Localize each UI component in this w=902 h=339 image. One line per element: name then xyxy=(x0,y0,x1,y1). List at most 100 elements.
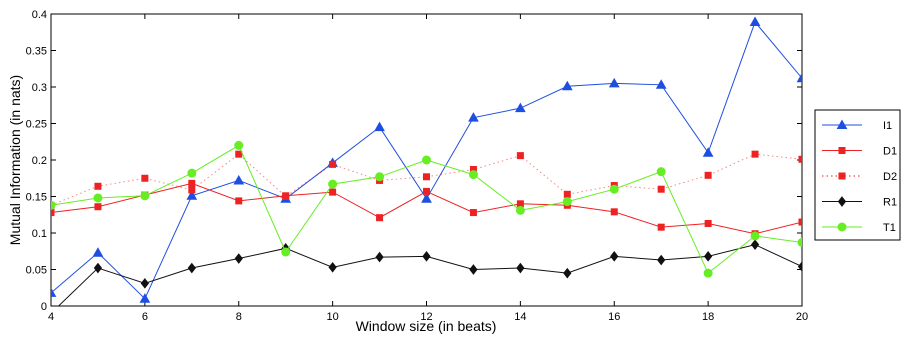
y-tick-label: 0.4 xyxy=(32,9,47,21)
data-point-r1 xyxy=(375,251,384,263)
data-point-d1 xyxy=(704,220,712,228)
data-point-r1 xyxy=(469,264,478,275)
x-tick-label: 18 xyxy=(702,311,714,323)
data-point-t1 xyxy=(281,247,291,257)
legend-label: R1 xyxy=(883,197,897,209)
data-point-r1 xyxy=(703,251,713,262)
data-point-d1 xyxy=(469,209,477,217)
data-point-d2 xyxy=(657,185,665,193)
data-point-d2 xyxy=(141,174,149,182)
data-point-t1 xyxy=(187,168,197,178)
data-point-d2 xyxy=(235,150,243,158)
legend-box xyxy=(814,109,901,241)
x-tick-label: 4 xyxy=(48,311,54,323)
x-axis-label: Window size (in beats) xyxy=(356,318,497,334)
data-point-i1 xyxy=(233,174,245,185)
data-point-d1 xyxy=(94,203,102,211)
legend-label: D1 xyxy=(883,146,897,158)
data-point-t1 xyxy=(234,140,244,150)
series-group xyxy=(51,16,802,306)
x-tick-label: 8 xyxy=(236,311,242,323)
legend-label: T1 xyxy=(883,222,896,234)
data-point-d2 xyxy=(704,171,712,179)
data-point-r1 xyxy=(610,251,619,262)
data-point-r1 xyxy=(563,267,572,279)
data-point-i1 xyxy=(92,247,104,257)
data-point-d1 xyxy=(610,208,618,216)
x-tick-label: 16 xyxy=(608,311,620,323)
x-tick-label: 6 xyxy=(142,311,148,323)
data-point-t1 xyxy=(656,167,666,177)
y-tick-label: 0.3 xyxy=(32,82,47,94)
series-t1 xyxy=(51,140,802,278)
data-point-d1 xyxy=(657,223,665,231)
data-point-i1 xyxy=(796,72,802,83)
data-point-d2 xyxy=(282,193,290,200)
data-point-i1 xyxy=(374,121,385,132)
data-point-d2 xyxy=(188,186,196,194)
data-point-t1 xyxy=(468,170,478,180)
data-point-d1 xyxy=(376,214,384,222)
legend: I1 D1 D2 R1 T1 xyxy=(814,109,901,241)
legend-label: I1 xyxy=(883,120,892,132)
data-point-d1 xyxy=(423,187,430,195)
legend-marker xyxy=(837,222,847,232)
data-point-t1 xyxy=(562,197,572,207)
y-tick-label: 0.35 xyxy=(26,46,47,58)
data-point-t1 xyxy=(140,191,150,201)
data-point-t1 xyxy=(422,155,431,165)
data-point-d2 xyxy=(329,160,337,168)
y-axis-label: Mutual Information (in nats) xyxy=(7,75,23,245)
data-point-i1 xyxy=(608,77,620,88)
y-tick-label: 0.15 xyxy=(26,192,47,204)
legend-marker xyxy=(836,119,848,129)
data-point-i1 xyxy=(702,147,714,157)
series-r1 xyxy=(57,239,802,306)
legend-marker xyxy=(838,172,846,180)
data-point-i1 xyxy=(515,102,526,113)
data-point-i1 xyxy=(468,112,479,122)
data-point-d2 xyxy=(423,173,430,181)
legend-marker xyxy=(837,196,847,207)
data-point-d1 xyxy=(798,218,802,226)
y-tick-label: 0.05 xyxy=(26,265,47,277)
data-point-i1 xyxy=(421,193,432,203)
y-tick-label: 0.1 xyxy=(32,228,47,240)
data-point-t1 xyxy=(609,184,619,194)
data-point-i1 xyxy=(749,16,761,27)
x-tick-label: 12 xyxy=(420,311,432,323)
legend-label: D2 xyxy=(883,171,897,183)
data-point-d1 xyxy=(51,209,55,217)
data-point-r1 xyxy=(750,239,760,250)
data-point-r1 xyxy=(422,251,431,262)
data-point-d2 xyxy=(516,152,524,160)
data-point-d2 xyxy=(94,182,102,190)
data-point-d1 xyxy=(235,197,243,205)
data-point-t1 xyxy=(375,172,385,182)
series-i1 xyxy=(51,16,802,303)
data-point-d2 xyxy=(751,150,759,158)
data-point-t1 xyxy=(93,193,103,203)
tick-group: 4 6 8 10 12 14 16 18 20 0 0.05 0.1 0.15 0.2 0.25 0.3 0.3… xyxy=(26,9,809,323)
data-point-d1 xyxy=(188,179,196,187)
data-point-t1 xyxy=(750,231,760,241)
data-point-i1 xyxy=(139,293,151,303)
x-tick-label: 14 xyxy=(514,311,526,323)
data-point-r1 xyxy=(234,253,243,264)
data-point-r1 xyxy=(93,262,103,274)
x-tick-label: 10 xyxy=(327,311,339,323)
data-point-i1 xyxy=(561,80,573,91)
data-point-i1 xyxy=(186,190,198,200)
data-point-r1 xyxy=(140,278,150,289)
legend-marker xyxy=(838,147,846,154)
data-point-t1 xyxy=(515,205,525,215)
y-tick-label: 0.25 xyxy=(26,119,47,131)
y-tick-label: 0 xyxy=(41,301,47,313)
y-tick-label: 0.2 xyxy=(32,155,47,167)
data-point-t1 xyxy=(51,200,56,210)
data-point-r1 xyxy=(797,261,802,272)
data-point-r1 xyxy=(187,262,196,274)
data-point-r1 xyxy=(657,254,666,266)
data-point-r1 xyxy=(328,261,337,273)
